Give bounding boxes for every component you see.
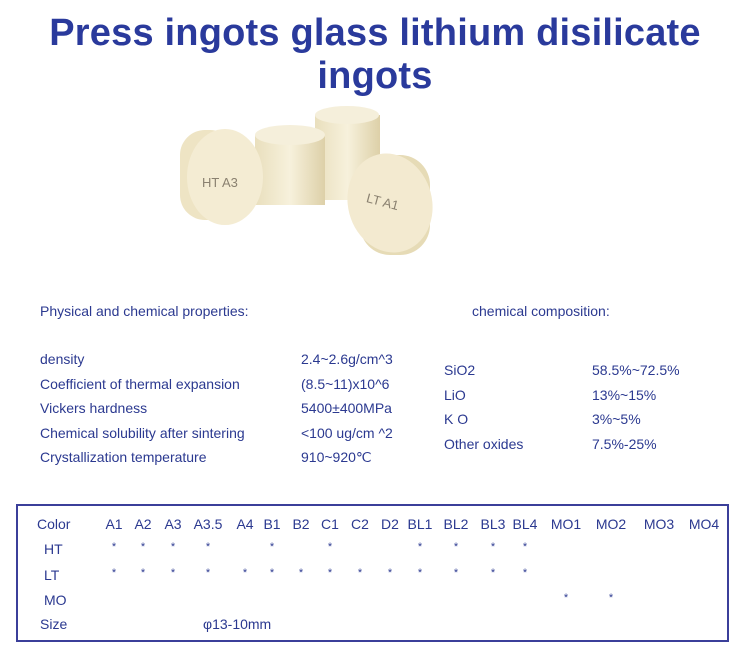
availability-mark: *: [269, 541, 275, 553]
composition-name: K O: [444, 411, 469, 427]
availability-mark: *: [490, 566, 496, 579]
availability-mark: *: [170, 566, 176, 579]
ingot-ht-a3: HT A3: [180, 129, 263, 225]
shade-column-header: C1: [321, 516, 339, 532]
color-header-label: Color: [37, 516, 71, 532]
availability-mark: *: [453, 566, 459, 579]
shade-column-header: C2: [351, 516, 369, 532]
ingot-label: HT A3: [202, 175, 238, 190]
property-value: (8.5~11)x10^6: [301, 375, 390, 392]
size-value: φ13-10mm: [203, 616, 272, 632]
availability-mark: *: [170, 541, 176, 553]
availability-mark: *: [269, 566, 275, 579]
shade-table: [16, 504, 729, 642]
property-name: density: [40, 351, 85, 367]
shade-column-header: A1: [105, 516, 123, 532]
shade-column-header: MO1: [550, 516, 582, 532]
availability-mark: *: [417, 566, 423, 579]
availability-mark: *: [111, 566, 117, 579]
availability-mark: *: [140, 541, 146, 553]
availability-mark: *: [205, 566, 211, 579]
availability-mark: *: [357, 566, 363, 579]
shade-column-header: A2: [134, 516, 152, 532]
availability-mark: *: [563, 592, 569, 604]
property-value: 2.4~2.6g/cm^3: [301, 351, 393, 367]
composition-value: 13%~15%: [592, 386, 657, 403]
availability-mark: *: [608, 592, 614, 604]
ingots-photo: HT A3 LT A1: [180, 106, 433, 255]
shade-column-header: BL1: [407, 516, 433, 532]
availability-mark: *: [522, 566, 528, 579]
physical-heading: Physical and chemical properties:: [40, 303, 249, 319]
shade-column-header: D2: [381, 516, 399, 532]
chemical-heading: chemical composition:: [472, 303, 610, 319]
composition-name: LiO: [444, 386, 466, 403]
availability-mark: *: [453, 541, 459, 553]
composition-name: Other oxides: [444, 435, 524, 452]
availability-mark: *: [205, 541, 211, 553]
availability-mark: *: [298, 566, 304, 579]
shade-column-header: A3.5: [193, 516, 223, 532]
ingot-lt-a1: LT A1: [347, 153, 433, 255]
property-name: Coefficient of thermal expansion: [40, 375, 240, 392]
availability-mark: *: [327, 566, 333, 579]
shade-column-header: BL3: [480, 516, 506, 532]
shade-column-header: A4: [236, 516, 254, 532]
availability-mark: *: [387, 566, 393, 579]
row-label: MO: [44, 592, 67, 608]
property-name: Chemical solubility after sintering: [40, 424, 245, 441]
shade-column-header: BL4: [512, 516, 538, 532]
shade-column-header: MO2: [595, 516, 627, 532]
ingot-back: [315, 106, 380, 200]
composition-value: 7.5%-25%: [592, 435, 657, 452]
page-title: Press ingots glass lithium disilicate in…: [49, 12, 701, 97]
property-value: <100 ug/cm ^2: [301, 424, 393, 441]
shade-column-header: MO3: [643, 516, 675, 532]
availability-mark: *: [111, 541, 117, 553]
composition-value: 58.5%~72.5%: [592, 362, 680, 378]
availability-mark: *: [522, 541, 528, 553]
property-value: 5400±400MPa: [301, 400, 392, 416]
composition-name: SiO2: [444, 362, 476, 378]
property-value: 910~920℃: [301, 449, 372, 465]
row-label: LT: [44, 566, 60, 583]
composition-value: 3%~5%: [592, 411, 641, 427]
availability-mark: *: [140, 566, 146, 579]
availability-mark: *: [242, 566, 248, 579]
availability-mark: *: [417, 541, 423, 553]
property-name: Crystallization temperature: [40, 449, 207, 465]
ingot-mid: [255, 125, 325, 205]
shade-column-header: BL2: [443, 516, 469, 532]
shade-column-header: B1: [263, 516, 281, 532]
availability-mark: *: [490, 541, 496, 553]
property-name: Vickers hardness: [40, 400, 148, 416]
shade-column-header: B2: [292, 516, 310, 532]
row-label: HT: [44, 541, 63, 557]
shade-column-header: A3: [164, 516, 182, 532]
availability-mark: *: [327, 541, 333, 553]
size-label: Size: [40, 616, 68, 632]
shade-column-header: MO4: [688, 516, 720, 532]
